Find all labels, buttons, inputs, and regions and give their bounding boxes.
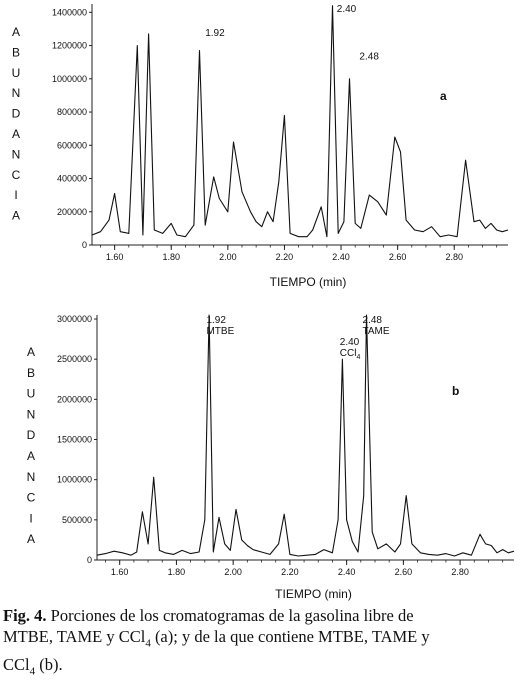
y-tick-label: 200000 (57, 207, 87, 217)
peak-annotation: 2.40 (340, 337, 360, 348)
x-tick-label: 2.40 (332, 252, 350, 262)
peak-annotation: 2.40 (337, 4, 357, 15)
caption-line1: Porciones de los cromatogramas de la gas… (46, 606, 414, 625)
x-tick-label: 1.60 (111, 567, 129, 577)
y-axis-label-letter: U (27, 387, 36, 401)
x-tick-label: 2.60 (395, 567, 413, 577)
y-axis-label-letter: A (27, 449, 35, 463)
figure-caption: Fig. 4. Porciones de los cromatogramas d… (3, 605, 525, 683)
peak-annotation: 2.48 (359, 51, 379, 62)
peak-annotation: 1.92 (206, 315, 226, 326)
y-axis-label-letter: I (14, 188, 17, 202)
chart-panel-a: 0 200000 400000 600000 800000 1000000 1200000 1… (12, 4, 509, 289)
y-tick-label: 0 (82, 240, 87, 250)
y-axis-label-letter: A (12, 209, 20, 223)
caption-line2-sub: 4 (145, 637, 151, 650)
y-tick-label: 400000 (57, 174, 87, 184)
panel-label: b (452, 384, 459, 398)
caption-fig-label: Fig. 4. (3, 606, 47, 625)
y-axis-label-letter: D (27, 428, 36, 442)
y-axis-label-letter: B (12, 45, 20, 59)
caption-line2: MTBE, TAME y CCl (3, 627, 146, 646)
x-tick-label: 1.80 (162, 252, 180, 262)
caption-line3-rest: (b). (35, 655, 63, 675)
y-tick-label: 2500000 (57, 354, 92, 364)
y-axis-label-letter: U (12, 66, 21, 80)
x-tick-label: 2.80 (451, 567, 469, 577)
y-axis-label-letter: N (27, 470, 36, 484)
peak-compound-label: CCl4 (340, 348, 361, 361)
y-axis-label-letter: I (29, 511, 32, 525)
y-axis-label-letter: B (27, 366, 35, 380)
x-tick-label: 2.60 (389, 252, 407, 262)
y-axis-label-letter: N (12, 86, 21, 100)
y-tick-label: 1400000 (52, 7, 87, 17)
x-tick-label: 2.20 (281, 567, 299, 577)
peak-annotation: 2.48 (362, 315, 382, 326)
caption-line3-sub: 4 (29, 665, 36, 678)
y-axis-label-letter: C (12, 168, 21, 182)
panel-label: a (440, 89, 447, 103)
y-tick-label: 800000 (57, 107, 87, 117)
caption-line2-rest: (a); y de la que contiene MTBE, TAME y (150, 627, 430, 646)
x-tick-label: 1.80 (168, 567, 186, 577)
x-tick-label: 2.20 (276, 252, 294, 262)
peak-annotation: 1.92 (205, 28, 225, 39)
peak-compound-subscript: 4 (356, 354, 360, 361)
caption-line3: CCl (3, 655, 30, 675)
peak-compound-label: MTBE (206, 326, 234, 337)
series-line (96, 314, 515, 557)
y-axis-label-letter: A (27, 345, 35, 359)
y-tick-label: 3000000 (57, 314, 92, 324)
y-tick-label: 1200000 (52, 41, 87, 51)
x-axis-label: TIEMPO (min) (275, 587, 352, 601)
peak-compound-label: TAME (362, 326, 389, 337)
x-tick-label: 1.60 (106, 252, 124, 262)
y-tick-label: 1000000 (52, 74, 87, 84)
x-tick-label: 2.00 (219, 252, 237, 262)
y-tick-label: 0 (87, 555, 92, 565)
x-tick-label: 2.40 (338, 567, 356, 577)
series-line (91, 5, 509, 238)
y-tick-label: 500000 (62, 515, 92, 525)
y-axis-label-letter: A (12, 127, 20, 141)
chart-panel-b: 0 500000 1000000 1500000 2000000 2500000 30000… (27, 314, 515, 601)
y-tick-label: 2000000 (57, 394, 92, 404)
y-tick-label: 1500000 (57, 435, 92, 445)
y-axis-label-letter: N (27, 407, 36, 421)
y-tick-label: 1000000 (57, 475, 92, 485)
y-axis-label-letter: A (27, 532, 35, 546)
y-axis-label-letter: N (12, 147, 21, 161)
x-axis-label: TIEMPO (min) (270, 275, 347, 289)
y-axis-label-letter: C (27, 491, 36, 505)
x-tick-label: 2.00 (224, 567, 242, 577)
y-axis-label-letter: A (12, 25, 20, 39)
y-tick-label: 600000 (57, 140, 87, 150)
y-axis-label-letter: D (12, 107, 21, 121)
x-tick-label: 2.80 (445, 252, 463, 262)
